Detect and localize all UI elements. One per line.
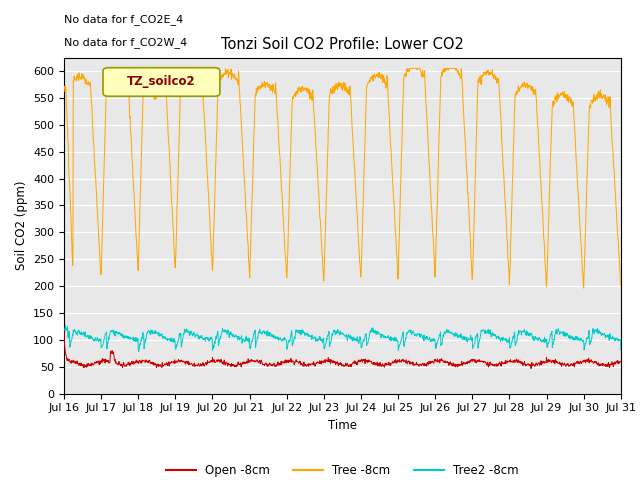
Text: TZ_soilco2: TZ_soilco2 (127, 75, 196, 88)
Text: No data for f_CO2E_4: No data for f_CO2E_4 (64, 14, 183, 25)
Text: No data for f_CO2W_4: No data for f_CO2W_4 (64, 37, 188, 48)
FancyBboxPatch shape (103, 68, 220, 96)
Title: Tonzi Soil CO2 Profile: Lower CO2: Tonzi Soil CO2 Profile: Lower CO2 (221, 37, 464, 52)
Y-axis label: Soil CO2 (ppm): Soil CO2 (ppm) (15, 181, 28, 270)
X-axis label: Time: Time (328, 419, 357, 432)
Legend: Open -8cm, Tree -8cm, Tree2 -8cm: Open -8cm, Tree -8cm, Tree2 -8cm (161, 459, 524, 480)
